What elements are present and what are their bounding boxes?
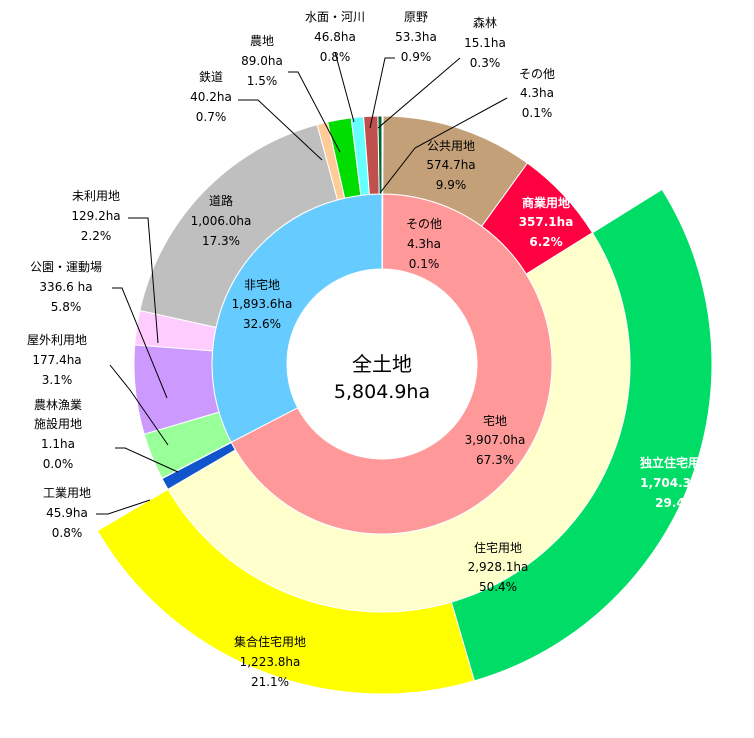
- label-shinrin-value: 15.1ha: [464, 36, 506, 50]
- label-jutaku-pct: 50.4%: [479, 580, 517, 594]
- outer-ring-slice-1: [96, 488, 475, 695]
- label-kokyo-name: 公共用地: [427, 139, 475, 153]
- label-tetsudo-pct: 0.7%: [196, 110, 227, 124]
- label-tetsudo-name: 鉄道: [199, 69, 223, 84]
- label-nochi-pct: 1.5%: [247, 74, 278, 88]
- label-koen-value: 336.6 ha: [39, 280, 92, 294]
- label-dokuritsu-name: 独立住宅用地: [639, 455, 712, 470]
- label-nochi-value: 89.0ha: [241, 54, 283, 68]
- label-kokyo-pct: 9.9%: [436, 178, 467, 192]
- label-kogyo-pct: 0.8%: [52, 526, 83, 540]
- label-inner-other-pct: 0.1%: [409, 257, 440, 271]
- label-shinrin-pct: 0.3%: [470, 56, 501, 70]
- label-jutaku-value: 2,928.1ha: [468, 560, 529, 574]
- label-norin-line1: 農林漁業: [34, 398, 82, 412]
- label-jutaku-name: 住宅用地: [474, 540, 522, 555]
- label-shugo-pct: 21.1%: [251, 675, 289, 689]
- leader-other: [379, 97, 508, 194]
- label-miriyo-value: 129.2ha: [71, 209, 120, 223]
- label-hitakuchi-name: 非宅地: [244, 277, 280, 292]
- label-miriyo-name: 未利用地: [72, 189, 120, 203]
- label-inner-other-value: 4.3ha: [407, 237, 441, 251]
- label-takuchi-value: 3,907.0ha: [465, 433, 526, 447]
- label-doro-name: 道路: [209, 193, 233, 208]
- leader-agri-facility: [115, 447, 179, 473]
- label-norin-pct: 0.0%: [43, 457, 74, 471]
- label-shogyo-pct: 6.2%: [529, 235, 562, 249]
- label-genya-value: 53.3ha: [395, 30, 437, 44]
- leader-wasteland: [369, 57, 395, 129]
- label-sonota-pct: 0.1%: [522, 106, 553, 120]
- label-shugo-value: 1,223.8ha: [240, 655, 301, 669]
- label-inner-other-name: その他: [406, 217, 442, 231]
- leader-industrial: [96, 499, 151, 515]
- leader-outdoor: [109, 364, 169, 446]
- label-okugai-value: 177.4ha: [32, 353, 81, 367]
- label-miriyo-pct: 2.2%: [81, 229, 112, 243]
- leader-water: [334, 51, 355, 123]
- chart-slices: [96, 115, 713, 695]
- middle-ring-slice-14: [377, 115, 383, 195]
- label-dokuritsu-pct: 29.4%: [655, 496, 697, 510]
- label-norin-line2: 施設用地: [34, 416, 82, 431]
- label-suimen-value: 46.8ha: [314, 30, 356, 44]
- label-koen-name: 公園・運動場: [30, 260, 102, 274]
- label-shinrin-name: 森林: [473, 15, 497, 30]
- label-kokyo-value: 574.7ha: [426, 158, 475, 172]
- leader-unused: [128, 217, 159, 344]
- label-suimen-pct: 0.8%: [320, 50, 351, 64]
- leader-lines: [96, 51, 508, 515]
- label-sonota-value: 4.3ha: [520, 86, 554, 100]
- label-genya-pct: 0.9%: [401, 50, 432, 64]
- label-dokuritsu-value: 1,704.3 ha: [640, 476, 712, 490]
- label-tetsudo-value: 40.2ha: [190, 90, 232, 104]
- center-title: 全土地: [352, 352, 412, 376]
- label-okugai-pct: 3.1%: [42, 373, 73, 387]
- label-shogyo-name: 商業用地: [522, 195, 570, 210]
- label-doro-pct: 17.3%: [202, 234, 240, 248]
- label-sonota-name: その他: [519, 67, 555, 81]
- leader-forest: [377, 57, 461, 129]
- leader-railway: [238, 99, 323, 161]
- leader-park: [112, 287, 168, 399]
- center-value: 5,804.9ha: [334, 381, 430, 403]
- label-doro-value: 1,006.0ha: [191, 214, 252, 228]
- label-koen-pct: 5.8%: [51, 300, 82, 314]
- label-kogyo-value: 45.9ha: [46, 506, 88, 520]
- label-hitakuchi-pct: 32.6%: [243, 317, 281, 331]
- label-shugo-name: 集合住宅用地: [234, 634, 306, 649]
- label-suimen-name: 水面・河川: [305, 10, 365, 24]
- label-nochi-name: 農地: [250, 34, 274, 48]
- label-okugai-name: 屋外利用地: [27, 333, 87, 347]
- label-shogyo-value: 357.1ha: [519, 215, 574, 229]
- label-kogyo-name: 工業用地: [43, 486, 91, 500]
- label-hitakuchi-value: 1,893.6ha: [232, 297, 293, 311]
- label-genya-name: 原野: [404, 10, 428, 24]
- label-takuchi-pct: 67.3%: [476, 453, 514, 467]
- label-norin-value: 1.1ha: [41, 437, 75, 451]
- label-takuchi-name: 宅地: [483, 413, 507, 428]
- leader-farmland: [288, 71, 341, 153]
- outer-ring-slice-0: [450, 188, 713, 682]
